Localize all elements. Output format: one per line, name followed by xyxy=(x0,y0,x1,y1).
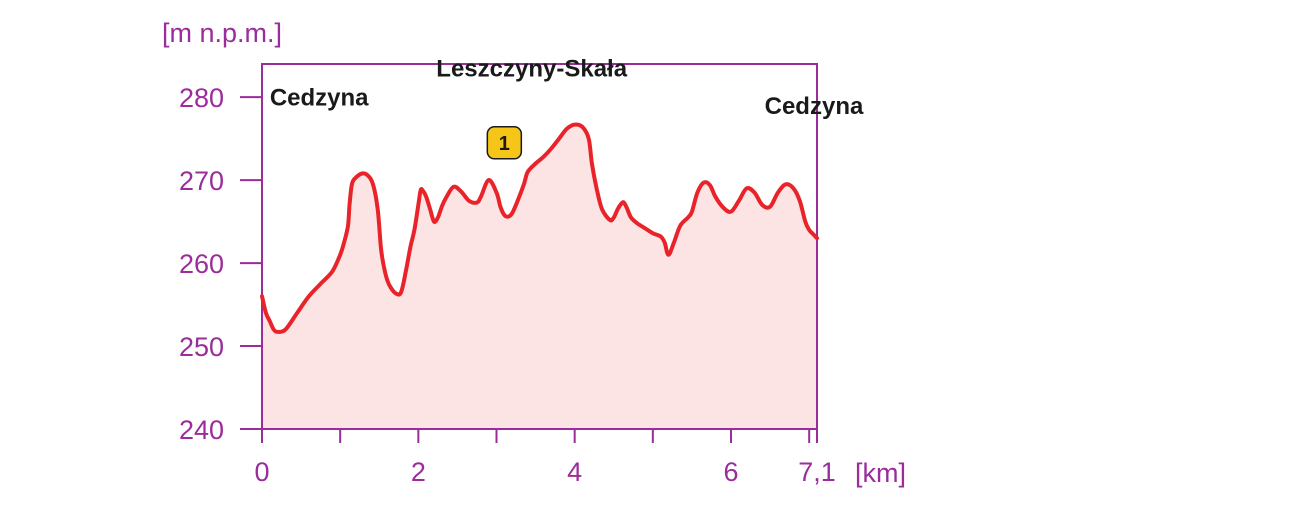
x-tick-label: 7,1 xyxy=(798,457,836,487)
y-tick-label: 250 xyxy=(179,332,224,362)
x-tick-label: 6 xyxy=(723,457,738,487)
y-tick-label: 240 xyxy=(179,415,224,445)
x-axis-unit-label: [km] xyxy=(855,458,906,488)
waypoint-marker-number: 1 xyxy=(499,133,510,155)
elevation-area-fill xyxy=(262,124,817,429)
place-annotations: Cedzyna Leszczyny-Skała Cedzyna xyxy=(270,55,864,119)
y-axis-unit-label: [m n.p.m.] xyxy=(162,18,282,48)
plot-frame xyxy=(261,63,818,430)
waypoint-marker-box xyxy=(486,126,523,160)
waypoint-marker: 1 xyxy=(486,126,523,160)
y-axis-ticks: 240 250 260 270 280 xyxy=(179,83,262,445)
y-tick-label: 260 xyxy=(179,249,224,279)
x-axis-ticks: 0 2 4 6 7,1 xyxy=(254,429,836,487)
elevation-profile-line xyxy=(260,122,819,334)
place-label: Cedzyna xyxy=(270,84,369,111)
y-tick-label: 270 xyxy=(179,166,224,196)
x-tick-label: 2 xyxy=(411,457,426,487)
x-tick-label: 0 xyxy=(254,457,269,487)
y-tick-label: 280 xyxy=(179,83,224,113)
place-label: Leszczyny-Skała xyxy=(436,55,627,82)
x-tick-label: 4 xyxy=(567,457,582,487)
place-label: Cedzyna xyxy=(765,93,864,120)
